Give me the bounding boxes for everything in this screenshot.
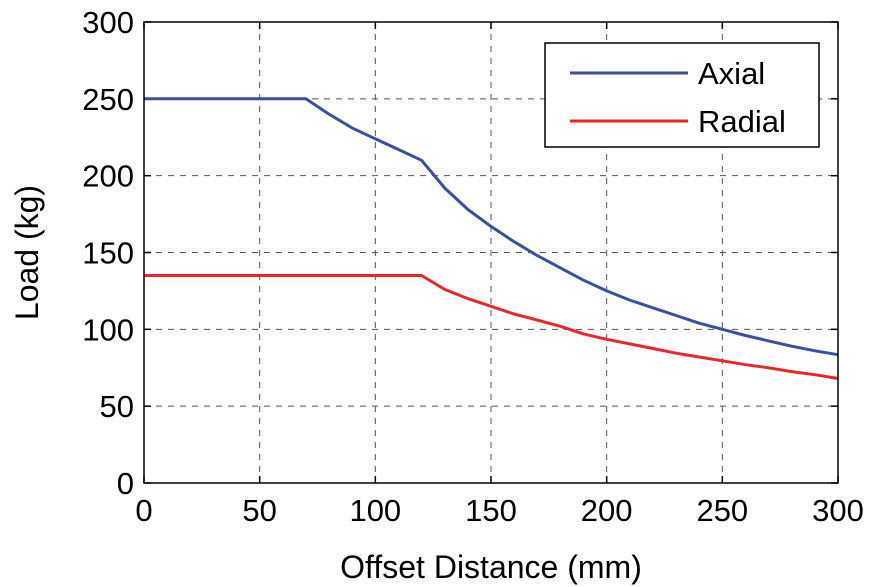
series-group bbox=[144, 97, 839, 380]
y-tick-label-1: 50 bbox=[100, 389, 134, 424]
legend-box bbox=[544, 42, 820, 148]
legend-label-radial: Radial bbox=[698, 104, 786, 139]
x-tick-label-1: 50 bbox=[242, 493, 276, 528]
x-tick-label-4: 200 bbox=[581, 493, 633, 528]
series-line-axial bbox=[144, 97, 839, 357]
x-tick-label-5: 250 bbox=[696, 493, 748, 528]
y-tick-label-5: 250 bbox=[82, 82, 134, 117]
y-tick-label-6: 300 bbox=[82, 5, 134, 40]
legend-label-axial: Axial bbox=[698, 56, 765, 91]
y-tick-labels: 0 50 100 150 200 250 300 bbox=[82, 5, 134, 501]
series-line-radial bbox=[144, 274, 839, 380]
y-tick-label-4: 200 bbox=[82, 159, 134, 194]
x-tick-label-6: 300 bbox=[812, 493, 864, 528]
x-tick-labels: 0 50 100 150 200 250 300 bbox=[135, 493, 863, 528]
x-axis-label: Offset Distance (mm) bbox=[340, 549, 642, 585]
y-axis-label: Load (kg) bbox=[9, 185, 45, 320]
plot-frame bbox=[143, 21, 839, 484]
y-tick-label-0: 0 bbox=[117, 466, 134, 501]
y-tick-label-2: 100 bbox=[82, 312, 134, 347]
y-tick-label-3: 150 bbox=[82, 236, 134, 271]
legend: Axial Radial bbox=[544, 42, 820, 148]
x-tick-label-0: 0 bbox=[135, 493, 152, 528]
x-tick-label-2: 100 bbox=[349, 493, 401, 528]
x-tick-label-3: 150 bbox=[465, 493, 517, 528]
